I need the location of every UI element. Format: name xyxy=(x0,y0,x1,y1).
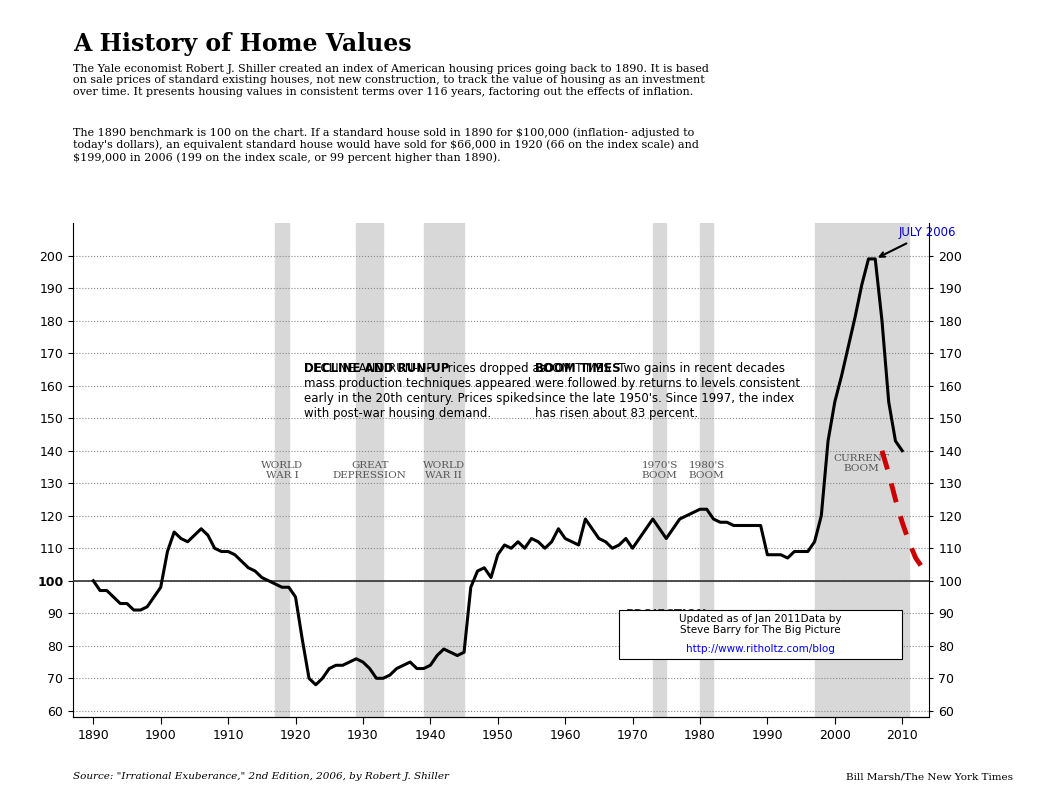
Text: Source: "Irrational Exuberance," 2nd Edition, 2006, by Robert J. Shiller: Source: "Irrational Exuberance," 2nd Edi… xyxy=(73,772,449,781)
Bar xyxy=(699,223,713,717)
Bar xyxy=(356,223,383,717)
Text: DECLINE AND RUN-UP: DECLINE AND RUN-UP xyxy=(304,362,450,375)
Text: 1970'S
BOOM: 1970'S BOOM xyxy=(641,461,678,480)
Text: Bill Marsh/The New York Times: Bill Marsh/The New York Times xyxy=(846,772,1013,781)
Text: The Yale economist Robert J. Shiller created an index of American housing prices: The Yale economist Robert J. Shiller cre… xyxy=(73,64,709,97)
Text: 1980'S
BOOM: 1980'S BOOM xyxy=(689,461,725,480)
Bar xyxy=(814,223,909,717)
Text: GREAT
DEPRESSION: GREAT DEPRESSION xyxy=(333,461,406,480)
Text: The 1890 benchmark is 100 on the chart. If a standard house sold in 1890 for $10: The 1890 benchmark is 100 on the chart. … xyxy=(73,128,698,163)
Text: BOOM TIMES  Two gains in recent decades
were followed by returns to levels consi: BOOM TIMES Two gains in recent decades w… xyxy=(536,362,801,419)
Text: JULY 2006: JULY 2006 xyxy=(880,226,956,257)
FancyBboxPatch shape xyxy=(619,610,902,659)
Text: WORLD
WAR II: WORLD WAR II xyxy=(423,461,465,480)
Text: PROJECTION: PROJECTION xyxy=(625,608,707,622)
Bar xyxy=(276,223,289,717)
Text: BOOM TIMES: BOOM TIMES xyxy=(536,362,621,375)
Text: WORLD
WAR I: WORLD WAR I xyxy=(261,461,303,480)
Text: Updated as of Jan 2011Data by
Steve Barry for The Big Picture: Updated as of Jan 2011Data by Steve Barr… xyxy=(680,614,841,635)
Bar xyxy=(424,223,464,717)
Bar xyxy=(652,223,666,717)
Text: CURRENT
BOOM: CURRENT BOOM xyxy=(834,454,889,473)
Text: http://www.ritholtz.com/blog: http://www.ritholtz.com/blog xyxy=(686,644,835,654)
Text: DECLINE AND RUN-UP  Prices dropped as
mass production techniques appeared
early : DECLINE AND RUN-UP Prices dropped as mas… xyxy=(304,362,546,419)
Text: A History of Home Values: A History of Home Values xyxy=(73,32,411,56)
